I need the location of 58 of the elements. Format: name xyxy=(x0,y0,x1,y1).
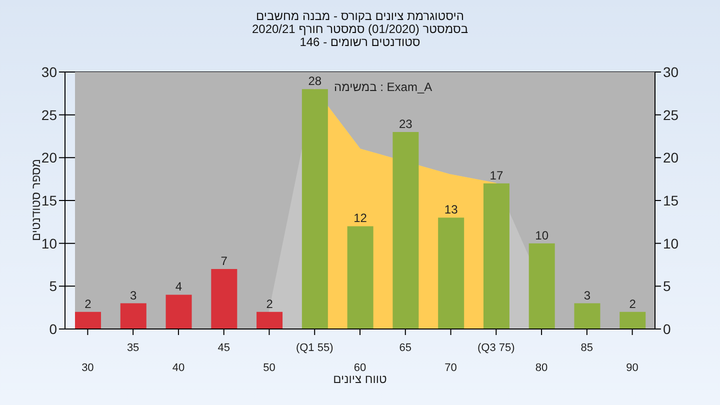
data-label: 17 xyxy=(490,168,504,182)
x-tick-label: 40 xyxy=(172,362,185,374)
x-axis-title: טווח ציונים xyxy=(333,372,387,386)
y-tick-label: 0 xyxy=(49,320,58,337)
bar xyxy=(211,269,238,329)
bar xyxy=(483,183,510,329)
y-tick-label: 10 xyxy=(41,235,58,252)
data-label: 23 xyxy=(399,116,413,131)
y-tick-label: 15 xyxy=(41,192,58,208)
x-tick-label: 35 xyxy=(126,342,140,354)
x-tick-label: 50 xyxy=(263,362,276,374)
y2-tick-label: 20 xyxy=(663,150,679,166)
chart-subtitle: בסמסטר (01/2020) סמסטר חורף 2020/21 סטודנטים רשומים - 146 xyxy=(250,22,470,49)
x-tick-label: 65 xyxy=(399,342,412,354)
data-label: 2 xyxy=(84,296,92,311)
data-label: 3 xyxy=(584,288,591,302)
x-tick-label: 70 xyxy=(444,362,457,374)
bar xyxy=(120,303,146,329)
bar xyxy=(302,89,328,329)
y-tick-label: 30 xyxy=(41,64,58,80)
x-tick-label: (Q1 55) xyxy=(296,342,334,354)
y2-tick-label: 10 xyxy=(663,235,679,252)
data-label: 3 xyxy=(130,288,138,302)
x-tick-label: 60 xyxy=(354,362,366,374)
data-label: 7 xyxy=(220,254,228,268)
x-tick-label: 90 xyxy=(626,362,638,374)
chart-title: היסטוגרמת ציונים בקורס - מבנה מחשבים xyxy=(255,9,465,23)
y2-tick-label: 30 xyxy=(663,64,679,80)
data-label: 10 xyxy=(535,228,549,242)
data-label: 28 xyxy=(308,74,322,88)
bar xyxy=(574,303,600,329)
y-tick-label: 25 xyxy=(41,106,58,123)
y2-tick-label: 0 xyxy=(663,320,671,337)
y2-tick-label: 5 xyxy=(663,278,671,294)
bar xyxy=(528,243,555,329)
x-tick-label: 85 xyxy=(580,342,594,354)
x-tick-label: 30 xyxy=(82,362,94,374)
data-label: 13 xyxy=(444,202,458,217)
bar xyxy=(438,218,464,329)
y2-tick-label: 15 xyxy=(663,192,679,208)
bar xyxy=(347,226,374,329)
y2-tick-label: 25 xyxy=(663,106,679,123)
bar xyxy=(256,312,283,329)
data-label: 2 xyxy=(266,296,274,311)
x-tick-label: (Q3 75) xyxy=(478,342,515,354)
annotation: במשימה : Exam_A xyxy=(334,80,432,94)
bar xyxy=(166,294,192,329)
x-tick-label: 80 xyxy=(535,362,548,374)
x-tick-label: 45 xyxy=(218,342,230,354)
y-tick-label: 5 xyxy=(49,278,58,294)
bar xyxy=(620,312,646,329)
data-label: 4 xyxy=(175,280,182,294)
y-tick-label: 20 xyxy=(41,150,58,166)
data-label: 12 xyxy=(354,211,368,226)
y-axis-title: מספר סטודנטים xyxy=(29,158,43,242)
bar xyxy=(75,312,101,329)
bar xyxy=(392,132,419,329)
data-label: 2 xyxy=(629,296,636,311)
